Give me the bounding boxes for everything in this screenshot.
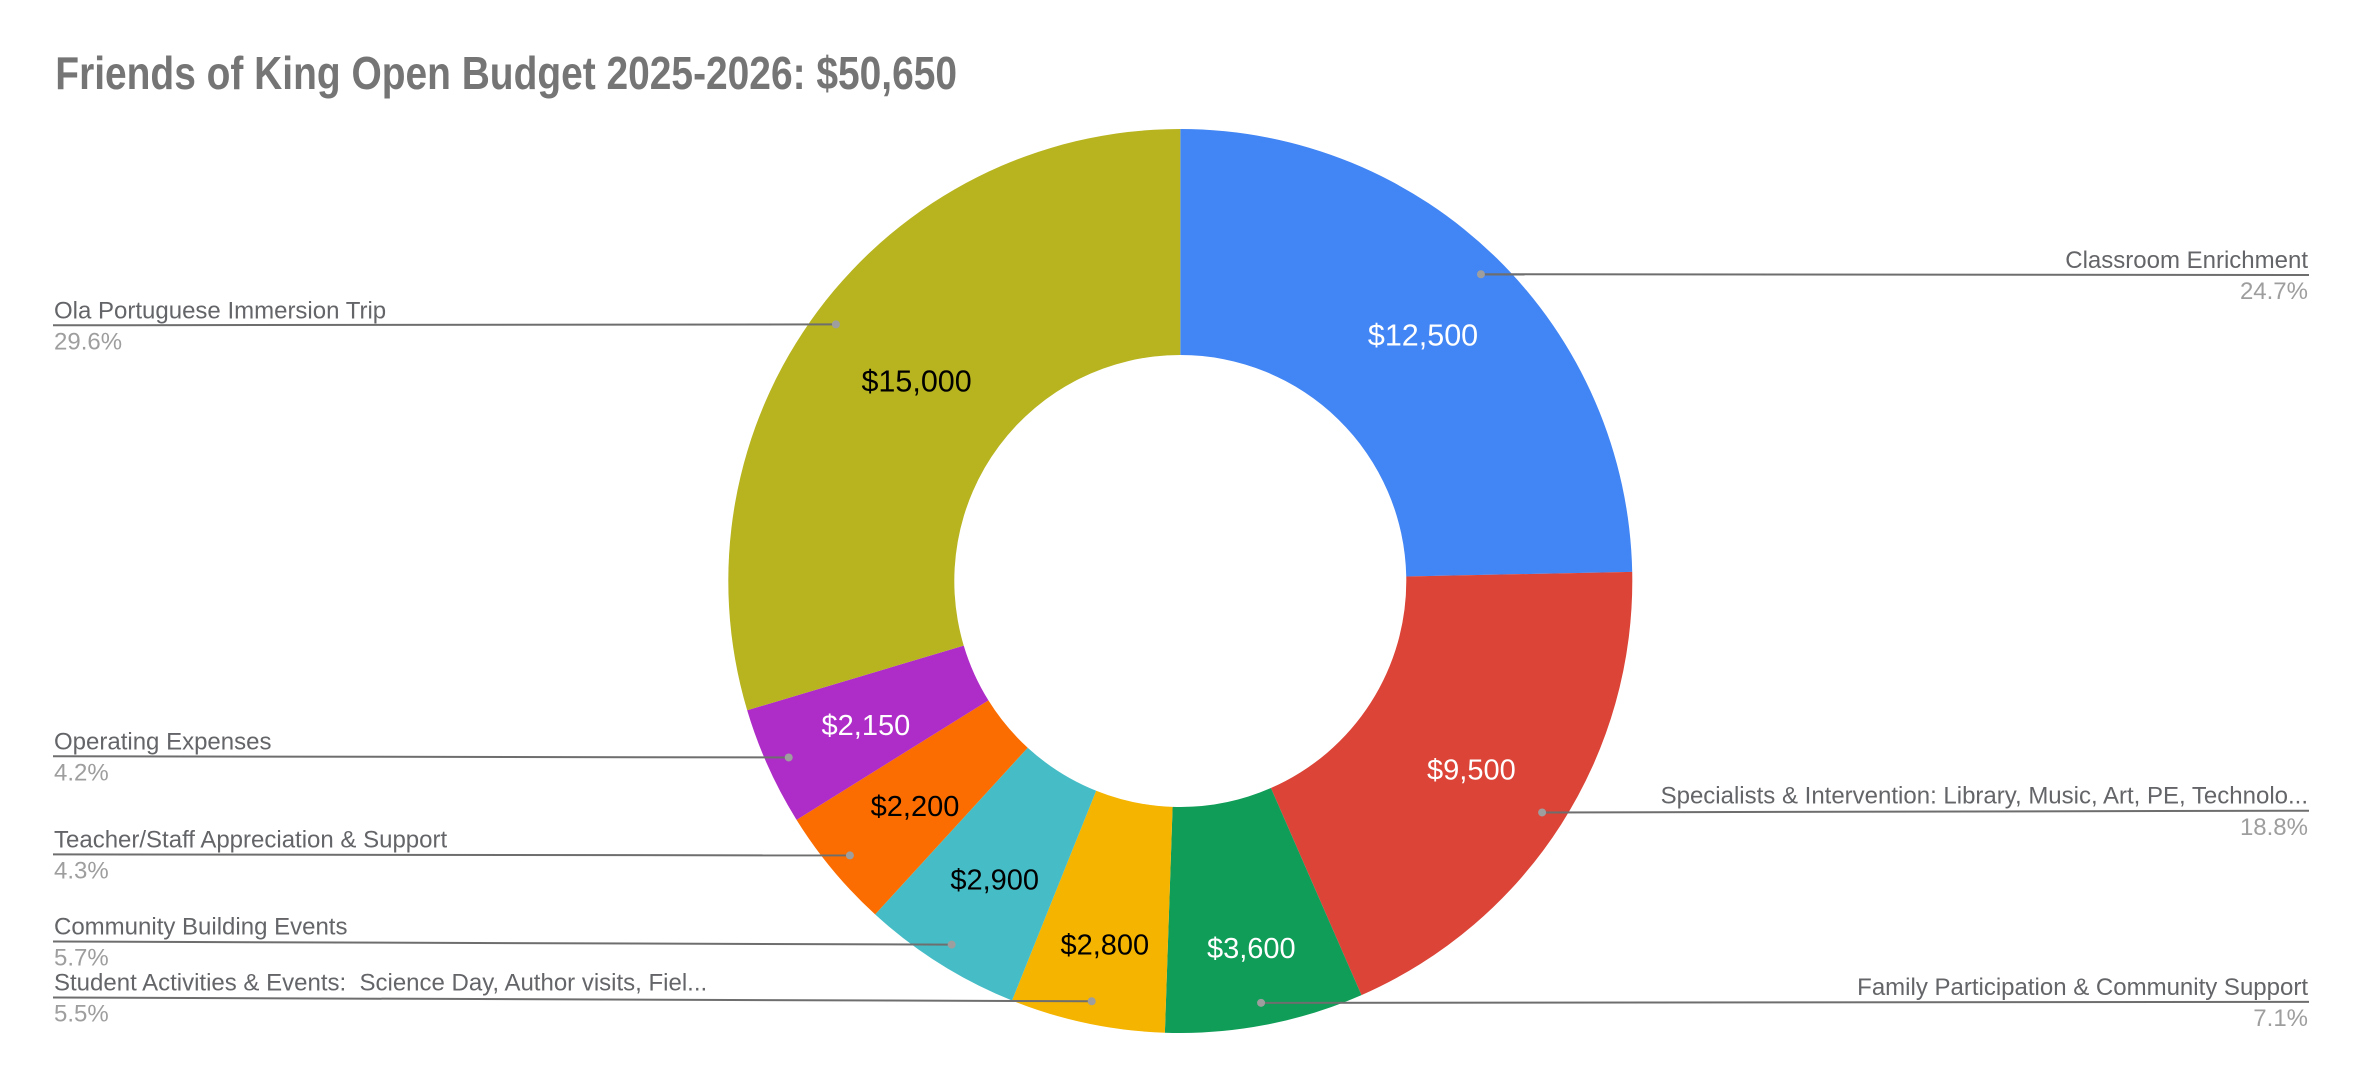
svg-text:Student Activities & Events:: Student Activities & Events: Science Day… [54, 970, 707, 997]
svg-text:$2,200: $2,200 [871, 791, 960, 823]
svg-text:Family Participation & Communi: Family Participation & Community Support [1857, 974, 2308, 1001]
svg-text:$12,500: $12,500 [1368, 319, 1478, 353]
svg-text:Teacher/Staff Appreciation & S: Teacher/Staff Appreciation & Support [54, 826, 447, 853]
svg-text:Specialists & Intervention: Li: Specialists & Intervention: Library, Mus… [1661, 783, 2308, 810]
svg-text:Friends of King Open Budget 20: Friends of King Open Budget 2025-2026: $… [55, 48, 957, 100]
svg-text:Classroom Enrichment: Classroom Enrichment [2065, 247, 2308, 274]
svg-text:5.5%: 5.5% [54, 1001, 109, 1028]
svg-text:Operating Expenses: Operating Expenses [54, 728, 271, 755]
svg-text:$9,500: $9,500 [1427, 755, 1516, 787]
svg-text:4.2%: 4.2% [54, 760, 109, 787]
svg-text:7.1%: 7.1% [2253, 1005, 2308, 1032]
svg-text:$2,900: $2,900 [950, 865, 1039, 897]
svg-text:5.7%: 5.7% [54, 945, 109, 972]
svg-text:Community Building Events: Community Building Events [54, 914, 347, 941]
svg-text:$2,150: $2,150 [822, 710, 911, 742]
svg-text:29.6%: 29.6% [54, 329, 122, 356]
svg-text:24.7%: 24.7% [2240, 278, 2308, 305]
svg-text:18.8%: 18.8% [2240, 814, 2308, 841]
svg-text:$2,800: $2,800 [1060, 930, 1149, 962]
svg-text:$15,000: $15,000 [861, 365, 971, 399]
svg-text:$3,600: $3,600 [1207, 933, 1296, 965]
svg-text:4.3%: 4.3% [54, 858, 109, 885]
svg-text:Ola Portuguese Immersion Trip: Ola Portuguese Immersion Trip [54, 297, 386, 324]
